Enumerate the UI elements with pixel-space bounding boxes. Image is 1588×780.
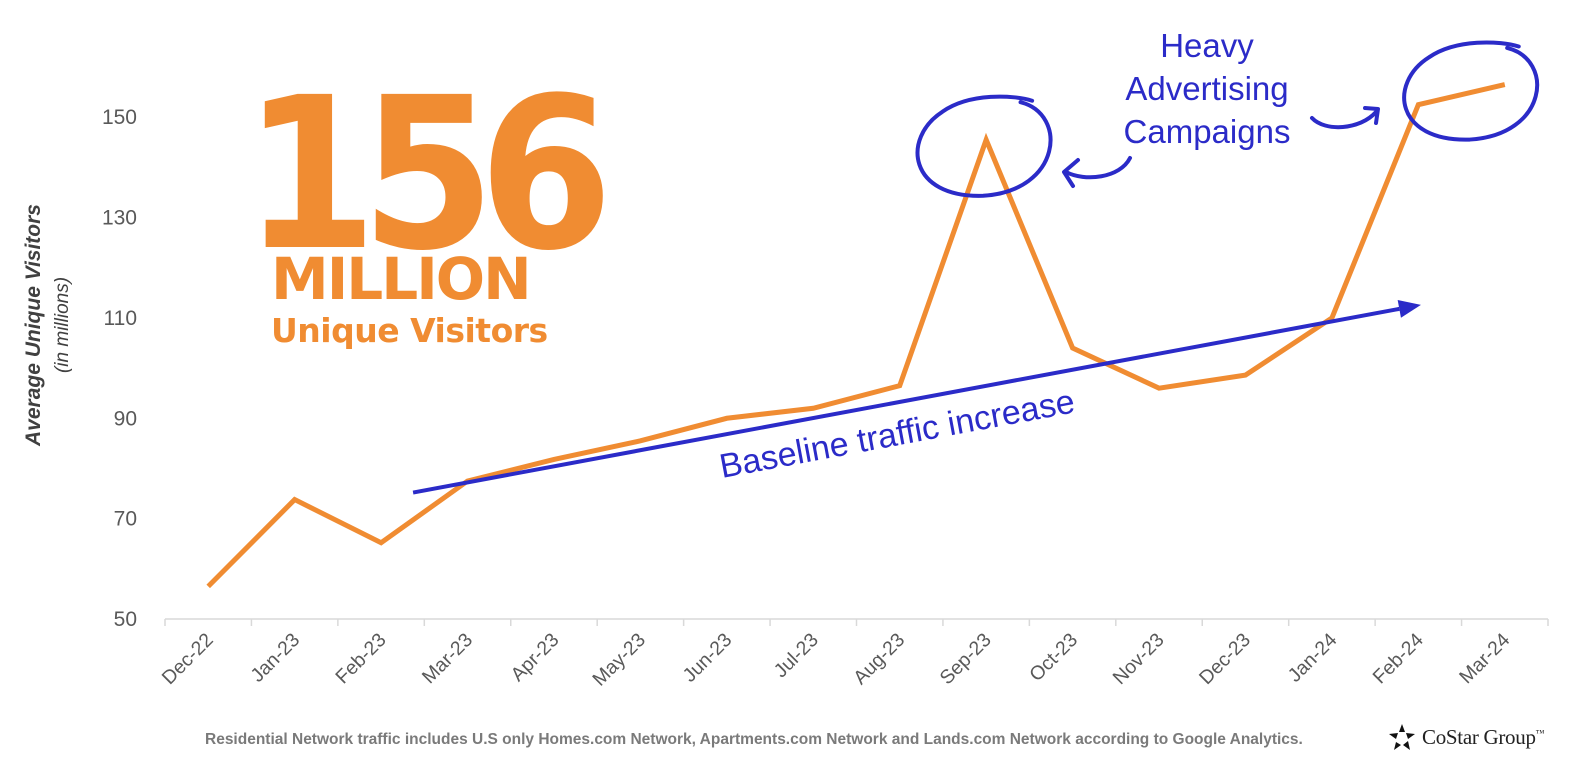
- x-tick-label: Mar-23: [418, 629, 477, 688]
- x-tick-label: Feb-24: [1369, 629, 1428, 688]
- x-tick-label: Jun-23: [679, 629, 737, 687]
- series-line-unique-visitors: [206, 82, 1506, 589]
- x-tick-label: Oct-23: [1025, 629, 1082, 686]
- x-tick-label: Jan-24: [1284, 629, 1342, 687]
- campaign-arrow-left: [1064, 156, 1132, 180]
- x-tick-label: Nov-23: [1109, 629, 1169, 689]
- campaign-annotation-label: Heavy Advertising Campaigns: [1124, 27, 1291, 150]
- x-tick-label: May-23: [588, 629, 650, 691]
- campaign-label-line: Advertising: [1125, 70, 1288, 107]
- x-tick-label: Feb-23: [331, 629, 390, 688]
- y-tick-label: 130: [102, 207, 137, 230]
- x-tick-label: Aug-23: [849, 629, 909, 689]
- trend-arrow-shaft: [412, 306, 1400, 495]
- baseline-trend-arrow: [412, 300, 1421, 495]
- headline-number: 156: [243, 52, 613, 297]
- x-tick-label: Mar-24: [1455, 629, 1514, 688]
- x-tick-label: Jul-23: [770, 629, 823, 682]
- x-tick-label: Sep-23: [936, 629, 996, 689]
- costar-logo: CoStar Group™: [1388, 723, 1544, 751]
- highlight-circles: [915, 40, 1540, 198]
- y-tick-label: 90: [114, 407, 137, 430]
- y-axis-sublabel: (in millions): [52, 277, 73, 373]
- campaign-arrowhead-left: [1062, 158, 1080, 188]
- x-tick-label: Jan-23: [246, 629, 304, 687]
- highlight-circle: [915, 94, 1053, 198]
- headline-subtitle: Unique Visitors: [271, 311, 548, 350]
- y-tick-label: 70: [114, 508, 137, 531]
- logo-text: CoStar Group™: [1422, 724, 1545, 749]
- campaign-arrows: [1062, 106, 1380, 188]
- x-tick-label: Dec-22: [158, 629, 218, 689]
- x-tick-label: Dec-23: [1195, 629, 1255, 689]
- costar-star-icon: [1389, 724, 1415, 750]
- y-tick-label: 150: [102, 106, 137, 129]
- x-tick-label: Apr-23: [507, 629, 564, 686]
- footnote: Residential Network traffic includes U.S…: [205, 731, 1303, 748]
- campaign-label-line: Campaigns: [1124, 113, 1291, 150]
- campaign-label-line: Heavy: [1160, 27, 1254, 64]
- y-axis-label: Average Unique Visitors: [22, 204, 45, 447]
- trend-arrow-head: [1397, 300, 1421, 318]
- x-axis: Dec-22 Jan-23 Feb-23 Mar-23 Apr-23 May-23 Jun-…: [158, 619, 1549, 691]
- campaign-arrowhead-right: [1363, 106, 1380, 125]
- headline-unit: MILLION: [271, 245, 532, 313]
- y-axis: 50 70 90 110 130 150: [102, 106, 137, 631]
- y-tick-label: 110: [104, 307, 137, 330]
- y-tick-label: 50: [114, 608, 137, 631]
- highlight-circle: [1402, 40, 1540, 142]
- trend-annotation-label: Baseline traffic increase: [717, 383, 1078, 486]
- campaign-arrow-right: [1310, 110, 1378, 130]
